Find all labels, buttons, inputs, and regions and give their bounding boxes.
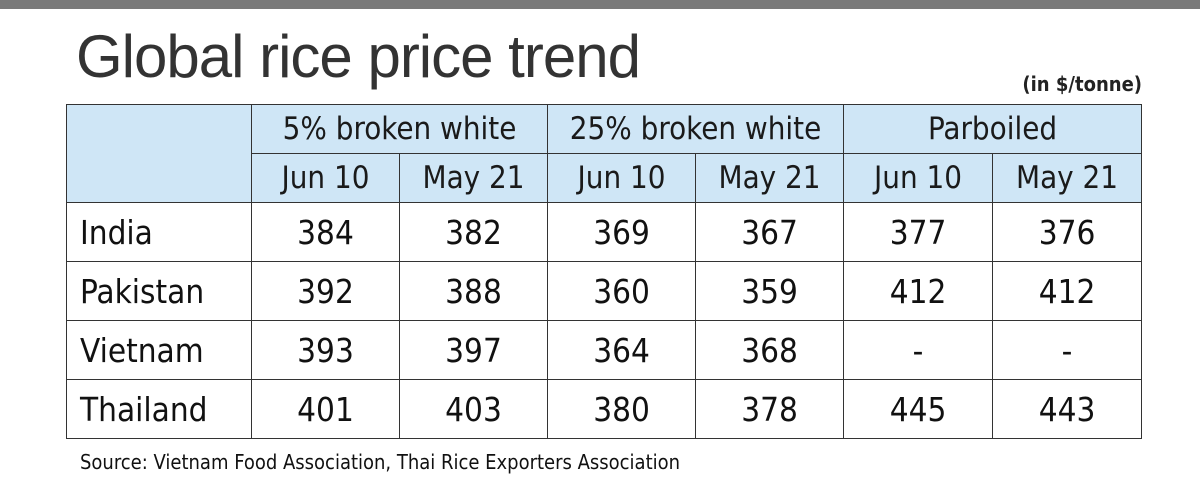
top-bar [0,0,1200,9]
price-cell: 388 [398,261,549,321]
price-cell: 384 [251,202,400,262]
table-row: Vietnam 393 397 364 368 - - [66,320,1143,380]
group-header: Parboiled [843,104,1143,154]
price-cell: 397 [398,320,549,380]
rice-price-table: 5% broken white 25% broken white Parboil… [66,104,1143,439]
price-cell: 380 [547,379,697,439]
price-cell: 382 [398,202,549,262]
price-cell: - [843,320,994,380]
group-header-row: 5% broken white 25% broken white Parboil… [66,104,1143,203]
price-cell: 445 [843,379,994,439]
date-header: May 21 [695,153,845,203]
price-cell: 401 [251,379,400,439]
table-row: India 384 382 369 367 377 376 [66,202,1143,262]
country-cell: India [66,202,252,262]
unit-label: (in $/tonne) [1022,72,1142,96]
country-cell: Vietnam [66,320,252,380]
group-header: 25% broken white [547,104,845,154]
price-cell: 412 [992,261,1143,321]
table-row: Thailand 401 403 380 378 445 443 [66,379,1143,439]
date-header: Jun 10 [843,153,994,203]
chart-title: Global rice price trend [76,23,641,90]
country-cell: Thailand [66,379,252,439]
price-cell: 359 [695,261,845,321]
price-cell: 403 [398,379,549,439]
price-cell: 412 [843,261,994,321]
date-header-row: Jun 10 May 21 Jun 10 May 21 Jun 10 May 2… [67,153,1143,203]
date-header: May 21 [992,153,1143,203]
price-cell: 377 [843,202,994,262]
price-cell: 364 [547,320,697,380]
price-cell: 393 [251,320,400,380]
price-cell: - [992,320,1143,380]
price-cell: 378 [695,379,845,439]
country-cell: Pakistan [66,261,252,321]
corner-cell [66,104,252,203]
price-cell: 360 [547,261,697,321]
table-row: Pakistan 392 388 360 359 412 412 [66,261,1143,321]
price-cell: 376 [992,202,1143,262]
source-note: Source: Vietnam Food Association, Thai R… [80,450,681,474]
price-cell: 367 [695,202,845,262]
price-cell: 368 [695,320,845,380]
date-header: May 21 [398,153,549,203]
date-header: Jun 10 [547,153,697,203]
price-cell: 392 [251,261,400,321]
group-header: 5% broken white [250,104,549,154]
price-cell: 369 [547,202,697,262]
price-cell: 443 [992,379,1143,439]
date-header: Jun 10 [251,153,400,203]
